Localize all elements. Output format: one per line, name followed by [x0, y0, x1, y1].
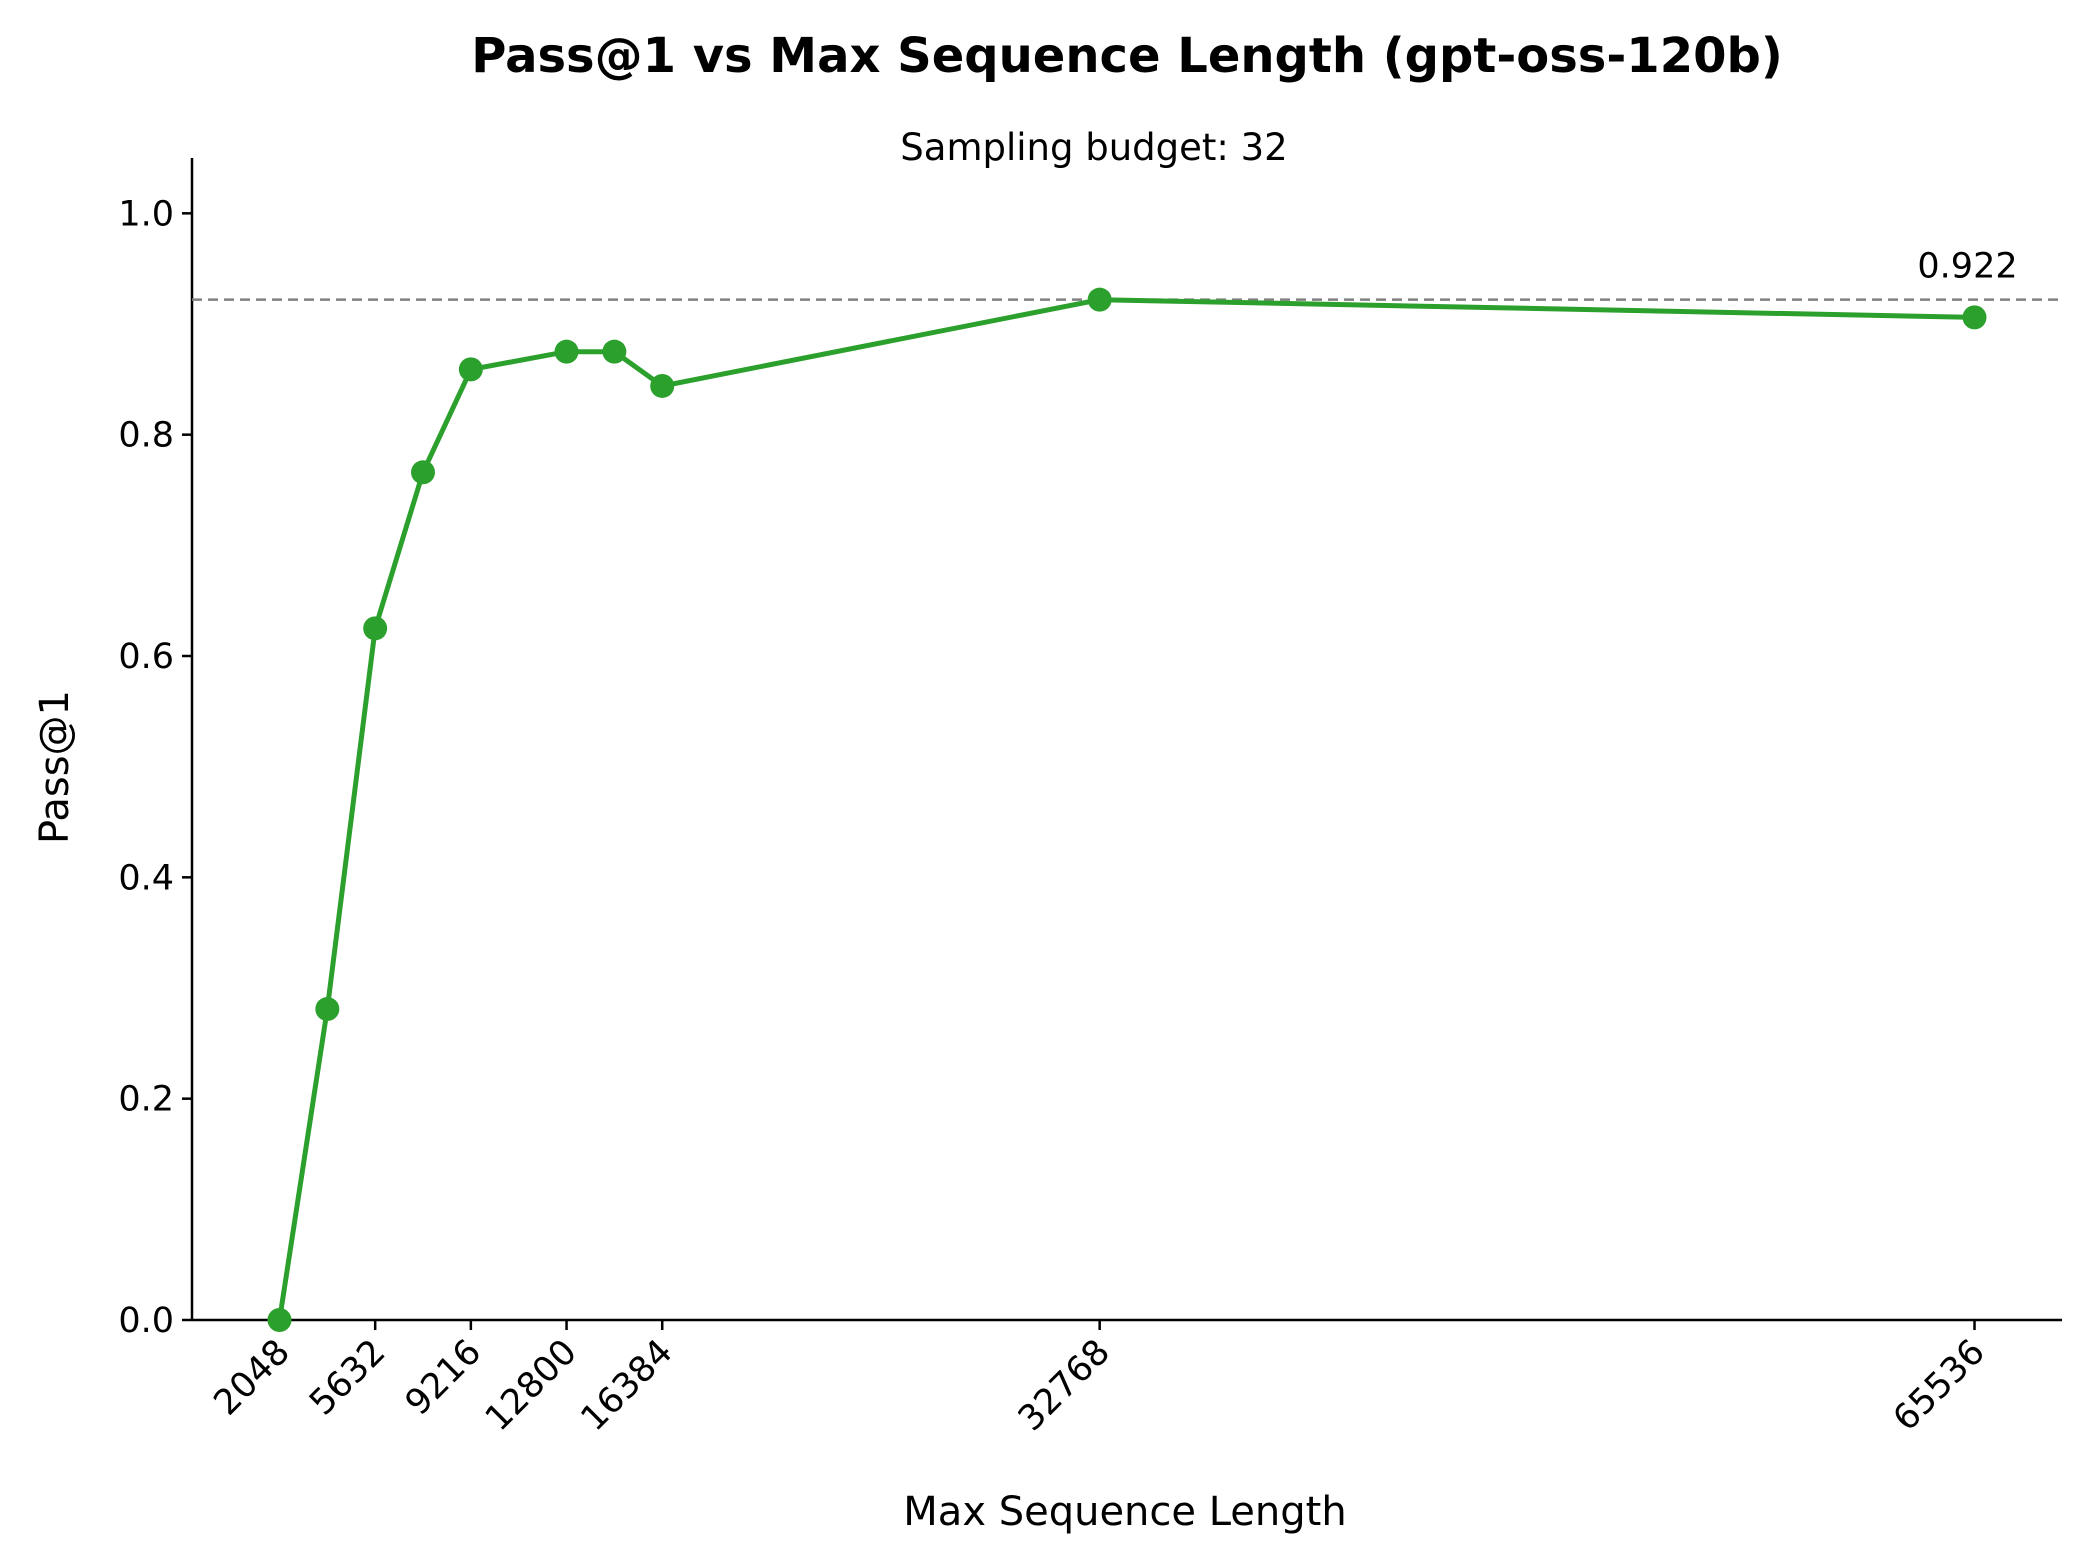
y-tick-label: 0.4	[118, 858, 174, 898]
chart-title: Pass@1 vs Max Sequence Length (gpt-oss-1…	[471, 28, 1783, 84]
data-point	[602, 339, 627, 364]
x-axis-label: Max Sequence Length	[903, 1489, 1346, 1535]
data-point	[1087, 287, 1112, 312]
x-tick-label: 2048	[207, 1332, 298, 1423]
data-point	[267, 1308, 292, 1332]
x-tick-label: 65536	[1886, 1332, 1993, 1439]
data-point	[315, 997, 340, 1022]
data-point	[458, 357, 483, 382]
y-axis-label: Pass@1	[32, 690, 78, 844]
data-point	[1962, 305, 1987, 330]
y-tick-label: 1.0	[118, 194, 174, 234]
data-point	[650, 373, 675, 398]
x-tick-label: 5632	[302, 1332, 393, 1423]
x-tick-label: 16384	[574, 1332, 681, 1439]
x-tick-label: 9216	[398, 1332, 489, 1423]
y-tick-label: 0.8	[118, 416, 174, 456]
y-tick-label: 0.0	[118, 1301, 174, 1341]
chart-subtitle: Sampling budget: 32	[900, 126, 1287, 169]
x-tick-label: 32768	[1011, 1332, 1118, 1439]
data-point	[411, 460, 436, 485]
y-tick-label: 0.6	[118, 637, 174, 677]
data-point	[363, 616, 388, 641]
data-point	[554, 339, 579, 364]
plot-area: 0.0 0.2 0.4 0.6 0.8 1.0 2048 5632 92161280016384…	[118, 158, 2062, 1439]
y-tick-label: 0.2	[118, 1080, 174, 1120]
reference-value-label: 0.922	[1917, 247, 2017, 287]
series-line	[277, 297, 1975, 1321]
x-tick-label: 12800	[478, 1332, 585, 1439]
